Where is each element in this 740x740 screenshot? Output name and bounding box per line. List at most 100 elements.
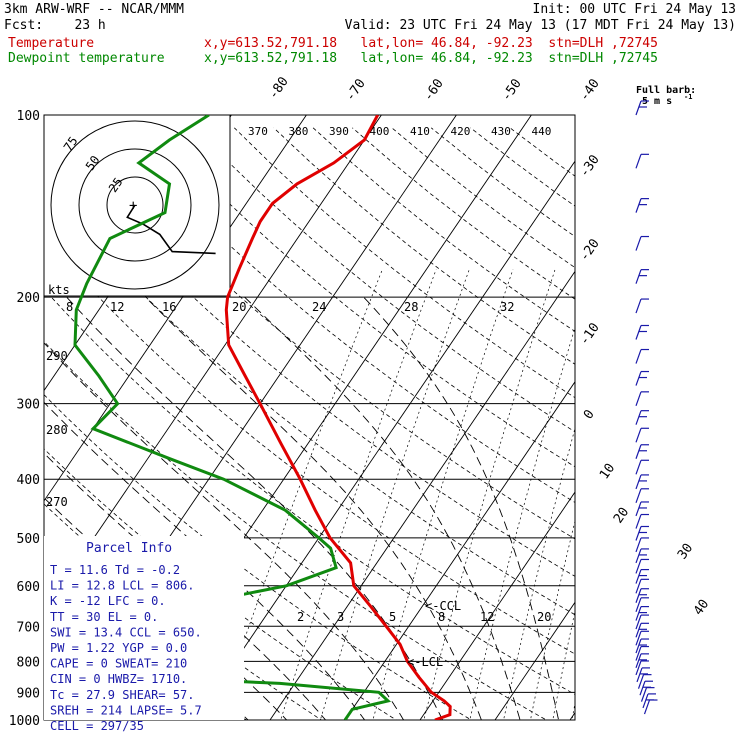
theta-label: 410	[410, 125, 430, 138]
isotherm-line	[711, 87, 740, 733]
barb-shaft	[635, 428, 642, 443]
pressure-label-1000: 1000	[9, 714, 40, 729]
parcel-info-row: CAPE = 0 SWEAT= 210	[50, 657, 187, 671]
dry-adiabat-line	[115, 127, 575, 503]
parcel-info-row: Tc = 27.9 SHEAR= 57.	[50, 688, 195, 702]
hodograph-ring-label-25: 25	[106, 175, 126, 195]
barb-shaft	[635, 514, 642, 529]
barb-shaft	[635, 154, 642, 169]
pressure-label-700: 700	[17, 620, 40, 635]
theta-label: 390	[329, 125, 349, 138]
moist-adiabat-line	[244, 296, 521, 720]
mixing-ratio-label-700: 5	[389, 610, 396, 624]
moist-adiabat-line	[44, 401, 366, 720]
isotherm-line	[344, 380, 575, 720]
isotherm-label: 20	[611, 505, 632, 526]
barb-shaft	[635, 623, 642, 638]
mixing-ratio-label-200: 28	[404, 300, 418, 314]
barb-shaft	[635, 501, 642, 517]
hodograph-ring-75	[50, 120, 220, 290]
isotherm-label: -50	[499, 76, 525, 104]
theta-label: 420	[451, 125, 471, 138]
barb-shaft	[635, 410, 642, 425]
mixing-ratio-label-200: 16	[162, 300, 176, 314]
mixing-ratio-label-700: 8	[438, 610, 445, 624]
isotherm-label: 30	[675, 541, 696, 562]
barb-scale-exponent: -1	[684, 93, 692, 101]
barb-scale-line2: 5 m s	[642, 96, 672, 107]
mixing-ratio-label-700: 3	[337, 610, 344, 624]
barb-shaft	[635, 631, 642, 646]
barb-shaft	[635, 537, 642, 553]
lcl-annotation: <-LCL	[407, 655, 443, 669]
barb-shaft	[636, 667, 643, 683]
moist-adiabat-line	[145, 296, 482, 720]
barb-shaft	[635, 646, 642, 661]
theta-labels: 370 380 390 400 410 420 430 440	[248, 125, 551, 138]
barb-shaft	[635, 606, 642, 621]
mixing-ratio-label-200: 24	[312, 300, 326, 314]
barb-shaft	[635, 371, 642, 386]
parcel-info-row: CIN = 0 HWBZ= 1710.	[50, 672, 187, 686]
theta-label: 370	[248, 125, 268, 138]
dry-adiabat-labels: 290 280 270	[46, 349, 68, 509]
valid-time: Valid: 23 UTC Fri 24 May 13 (17 MDT Fri …	[344, 18, 736, 33]
barb-shaft	[637, 674, 645, 689]
barb-shaft	[635, 325, 642, 340]
parcel-info-rows: T = 11.6 Td = -0.2 LI = 12.8 LCL = 806.K …	[50, 563, 202, 733]
barb-shaft	[635, 614, 642, 630]
moist-adiabat-line	[66, 296, 444, 720]
hodograph-trace	[126, 204, 216, 255]
barb-shaft	[635, 597, 642, 613]
dry-adiabat-line	[44, 288, 575, 695]
parcel-info-row: PW = 1.22 YGP = 0.0	[50, 641, 187, 655]
theta-label: 430	[491, 125, 511, 138]
isotherm-label: -20	[577, 236, 603, 264]
barb-shaft	[635, 579, 642, 594]
dry-adiabat-label: 280	[46, 423, 68, 437]
isotherm-label: 0	[581, 407, 598, 422]
mixing-ratio-label-700: 20	[537, 610, 551, 624]
theta-label: 380	[289, 125, 309, 138]
dewpoint-location: x,y=613.52,791.18 lat,lon= 46.84, -92.23…	[204, 51, 658, 66]
pressure-label-600: 600	[17, 580, 40, 595]
barb-shaft	[635, 100, 642, 116]
hodograph-units: kts	[48, 283, 70, 297]
barb-shaft	[639, 681, 646, 696]
dry-adiabat-line	[44, 236, 575, 655]
isotherm-label: -10	[577, 320, 603, 348]
dry-adiabat-line	[44, 135, 575, 577]
isotherm-line	[419, 491, 575, 720]
barb-shaft	[640, 687, 648, 702]
hodograph-ring-25	[106, 176, 164, 234]
barb-shaft	[635, 548, 642, 564]
barb-shaft	[635, 559, 642, 574]
moist-adiabat-line	[44, 342, 405, 720]
forecast-hour: Fcst: 23 h	[4, 18, 106, 33]
barb-shaft	[635, 588, 642, 603]
dewpoint-legend: Dewpoint temperature	[8, 51, 165, 66]
barb-shaft	[635, 638, 642, 654]
isotherm-label: -70	[343, 76, 369, 104]
pressure-label-300: 300	[17, 398, 40, 413]
barb-shaft	[635, 391, 642, 407]
mixing-ratio-label-700: 12	[480, 610, 494, 624]
barb-shaft	[635, 236, 642, 251]
parcel-info-row: SREH = 214 LAPSE= 5.7	[50, 703, 202, 717]
theta-label: 400	[370, 125, 390, 138]
temperature-location: x,y=613.52,791.18 lat,lon= 46.84, -92.23…	[204, 36, 658, 51]
isotherm-label: -40	[577, 76, 603, 104]
isotherm-label: 10	[597, 461, 618, 482]
barb-shaft	[635, 569, 642, 584]
hodograph: + 25 50 75	[43, 114, 231, 297]
parcel-info-row: SWI = 13.4 CCL = 650.	[50, 625, 202, 639]
isotherm-line	[194, 160, 575, 720]
temperature-legend: Temperature	[8, 36, 95, 51]
isotherm-line	[44, 115, 382, 612]
isotherm-line	[494, 601, 575, 720]
pressure-label-900: 900	[17, 686, 40, 701]
dry-adiabat-line	[44, 185, 575, 616]
barb-shaft	[635, 349, 642, 364]
barb-shaft	[635, 444, 642, 459]
pressure-label-200: 200	[17, 291, 40, 306]
